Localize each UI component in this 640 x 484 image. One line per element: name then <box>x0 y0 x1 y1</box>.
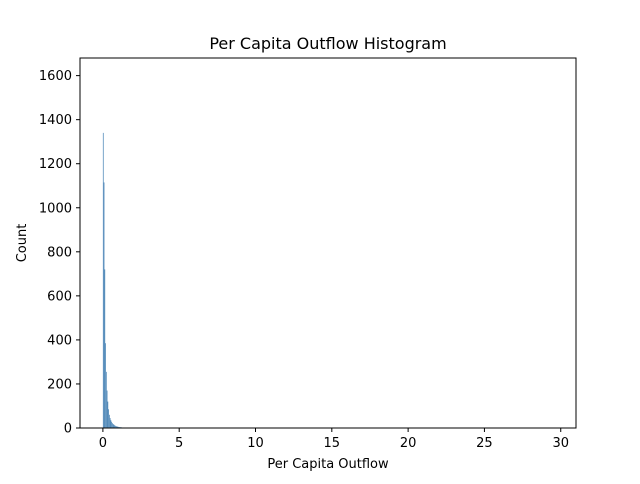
y-tick-label: 400 <box>47 333 72 348</box>
y-tick-label: 0 <box>64 422 72 437</box>
histogram-bar <box>103 133 104 428</box>
x-tick-label: 30 <box>552 436 569 451</box>
y-tick-label: 1000 <box>39 201 72 216</box>
y-tick-label: 1400 <box>39 113 72 128</box>
histogram-bar <box>111 422 112 428</box>
x-tick-label: 5 <box>175 436 183 451</box>
x-tick-label: 20 <box>400 436 417 451</box>
histogram-bar <box>108 409 109 428</box>
x-tick-label: 25 <box>476 436 493 451</box>
x-tick-label: 0 <box>99 436 107 451</box>
histogram-bar <box>105 343 106 428</box>
chart-title: Per Capita Outflow Histogram <box>209 34 446 53</box>
x-tick-label: 10 <box>247 436 264 451</box>
histogram-bar <box>113 424 114 428</box>
histogram-bar <box>112 423 113 428</box>
histogram-bar <box>106 372 107 428</box>
y-tick-label: 200 <box>47 377 72 392</box>
histogram-bar <box>107 402 108 428</box>
x-axis-label: Per Capita Outflow <box>267 457 389 472</box>
x-tick-label: 15 <box>324 436 341 451</box>
plot-frame <box>80 58 576 428</box>
y-tick-label: 600 <box>47 289 72 304</box>
histogram-bar <box>109 415 110 428</box>
y-tick-label: 800 <box>47 245 72 260</box>
x-ticks-group: 0 5 10 15 20 25 30 <box>99 428 569 451</box>
histogram-bar <box>110 418 111 428</box>
histogram-bar <box>111 420 112 428</box>
y-tick-label: 1600 <box>39 69 72 84</box>
y-ticks-group: 0 200 400 600 800 1000 1200 1400 1600 <box>39 69 80 436</box>
histogram-bar <box>104 182 105 428</box>
y-axis-label: Count <box>15 224 30 263</box>
y-tick-label: 1200 <box>39 157 72 172</box>
histogram-bar <box>104 269 105 428</box>
histogram-bar <box>107 391 108 428</box>
bars-group <box>103 133 137 428</box>
